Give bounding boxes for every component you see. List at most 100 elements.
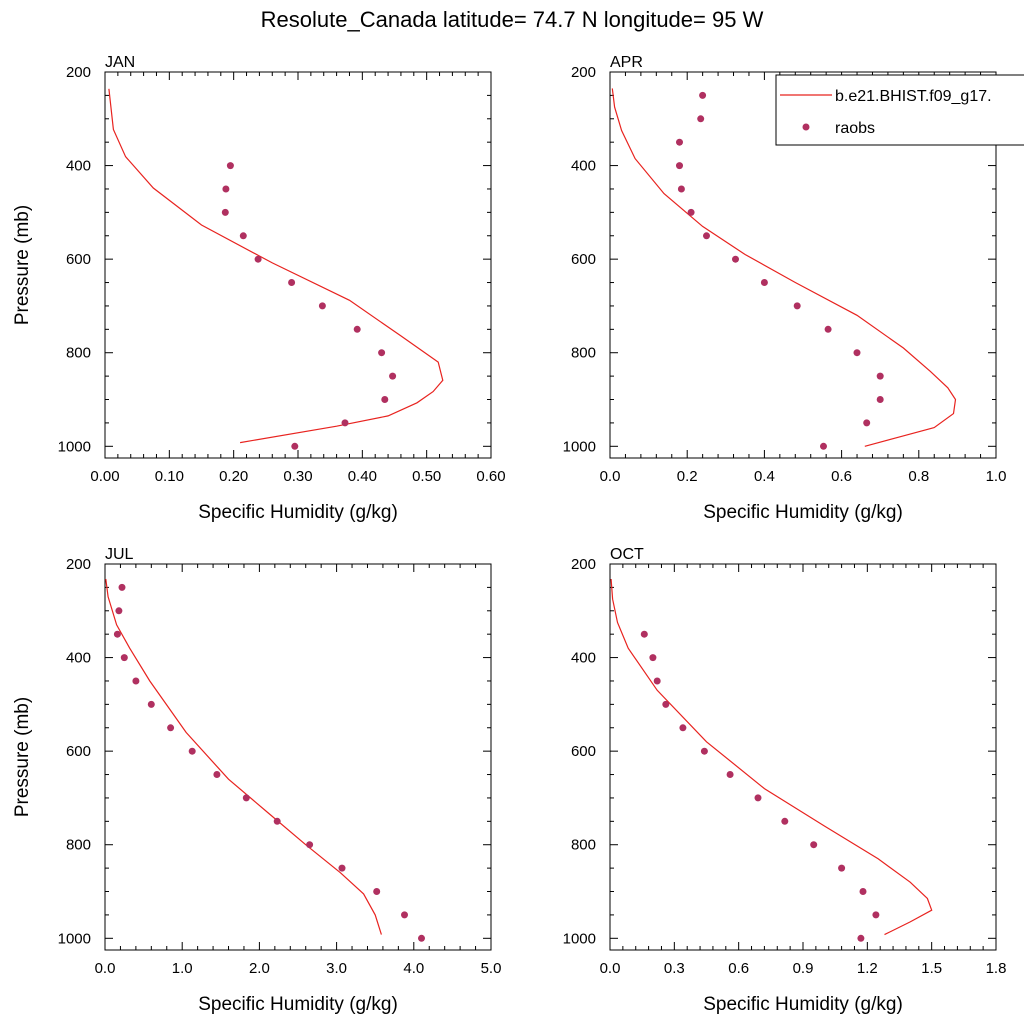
x-tick-label: 1.0 (172, 960, 193, 977)
raobs-point (389, 372, 397, 380)
y-tick-label: 200 (66, 64, 91, 81)
raobs-point (640, 630, 648, 638)
raobs-point (288, 279, 296, 286)
raobs-point (318, 302, 326, 310)
x-tick-label: 0.10 (155, 468, 184, 485)
plot-frame (104, 71, 492, 459)
panel-jul: JUL 0.0 1.0 2.0 3.0 4.0 5.0 200 400 600 800 1000 Spe… (12, 546, 501, 1015)
x-tick-label: 0.40 (348, 468, 377, 485)
raobs-point (242, 794, 250, 802)
model-line-jul (105, 578, 382, 935)
raobs-point (700, 747, 708, 755)
x-tick-label: 1.0 (986, 468, 1007, 485)
x-axis-title: Specific Humidity (g/kg) (198, 994, 398, 1015)
raobs-point (147, 700, 155, 708)
y-tick-label: 400 (66, 158, 91, 175)
x-tick-label: 0.3 (664, 960, 685, 977)
x-tick-label: 0.6 (728, 960, 749, 977)
raobs-point (306, 841, 314, 849)
y-tick-label: 800 (571, 837, 596, 854)
x-tick-label: 0.0 (600, 468, 621, 485)
raobs-point (226, 162, 234, 170)
model-line-oct (610, 578, 933, 936)
x-tick-label: 0.20 (219, 468, 248, 485)
x-tick-label: 1.8 (986, 960, 1007, 977)
raobs-point (418, 934, 425, 942)
panel-label: OCT (610, 546, 644, 563)
raobs-point (754, 794, 762, 802)
y-tick-label: 800 (66, 345, 91, 362)
raobs-point (876, 396, 884, 403)
panel-label: APR (610, 54, 643, 71)
raobs-point (732, 255, 739, 263)
x-tick-label: 0.6 (831, 468, 852, 485)
plot-frame (609, 71, 997, 459)
panel-label: JAN (105, 54, 135, 71)
x-tick-label: 3.0 (326, 960, 347, 977)
raobs-point (726, 771, 734, 778)
raobs-point (677, 185, 685, 193)
y-tick-label: 400 (66, 650, 91, 667)
x-tick-label: 0.9 (793, 960, 814, 977)
raobs-point (653, 677, 661, 685)
y-axis-title: Pressure (mb) (12, 205, 33, 325)
panel-oct: OCT 0.0 0.3 0.6 0.9 1.2 1.5 1.8 200 400 600 800 1000… (563, 546, 1007, 1015)
y-tick-label: 200 (66, 556, 91, 573)
x-tick-label: 0.60 (476, 468, 505, 485)
raobs-point (273, 817, 281, 825)
x-tick-label: 4.0 (403, 960, 424, 977)
model-line-jan (108, 88, 444, 444)
raobs-point (676, 138, 683, 146)
raobs-point (676, 162, 683, 170)
raobs-point (341, 419, 349, 427)
raobs-point (254, 255, 262, 263)
panel-label: JUL (105, 546, 134, 563)
y-tick-label: 800 (571, 345, 596, 362)
raobs-point (378, 349, 386, 357)
x-tick-label: 0.00 (90, 468, 119, 485)
raobs-point (857, 934, 865, 942)
y-tick-label: 400 (571, 650, 596, 667)
x-axis-title: Specific Humidity (g/kg) (703, 994, 903, 1015)
legend-obs-marker (802, 123, 810, 131)
y-tick-label: 800 (66, 837, 91, 854)
model-line-apr (611, 88, 957, 447)
x-axis-title: Specific Humidity (g/kg) (198, 502, 398, 523)
raobs-point (679, 724, 687, 732)
y-axis-title: Pressure (mb) (12, 697, 33, 817)
x-tick-label: 5.0 (481, 960, 502, 977)
y-tick-label: 600 (571, 743, 596, 760)
x-tick-label: 0.8 (908, 468, 929, 485)
x-tick-label: 0.0 (600, 960, 621, 977)
raobs-point (213, 771, 221, 778)
plot-frame (609, 563, 997, 951)
y-tick-label: 600 (66, 251, 91, 268)
raobs-point (120, 654, 128, 662)
raobs-point (222, 185, 230, 193)
raobs-point (781, 817, 789, 825)
plot-frame (104, 563, 492, 951)
legend-model-label: b.e21.BHIST.f09_g17. (835, 88, 992, 105)
raobs-point (649, 654, 657, 662)
legend-box (775, 74, 1024, 146)
raobs-point (838, 864, 846, 872)
raobs-point (853, 349, 861, 357)
raobs-point (872, 911, 880, 919)
raobs-point (115, 607, 123, 615)
legend-obs-label: raobs (835, 120, 875, 137)
y-tick-label: 1000 (58, 438, 91, 455)
raobs-point (338, 864, 346, 872)
y-tick-label: 1000 (563, 930, 596, 947)
raobs-point (863, 419, 871, 427)
raobs-point (381, 396, 389, 403)
raobs-point (687, 208, 695, 216)
x-tick-label: 0.30 (283, 468, 312, 485)
raobs-point (373, 888, 381, 895)
y-tick-label: 1000 (563, 438, 596, 455)
raobs-point (291, 442, 299, 450)
raobs-point (167, 724, 175, 732)
x-tick-label: 1.2 (857, 960, 878, 977)
x-tick-label: 1.5 (921, 960, 942, 977)
raobs-point (824, 325, 832, 333)
raobs-point (876, 372, 884, 380)
